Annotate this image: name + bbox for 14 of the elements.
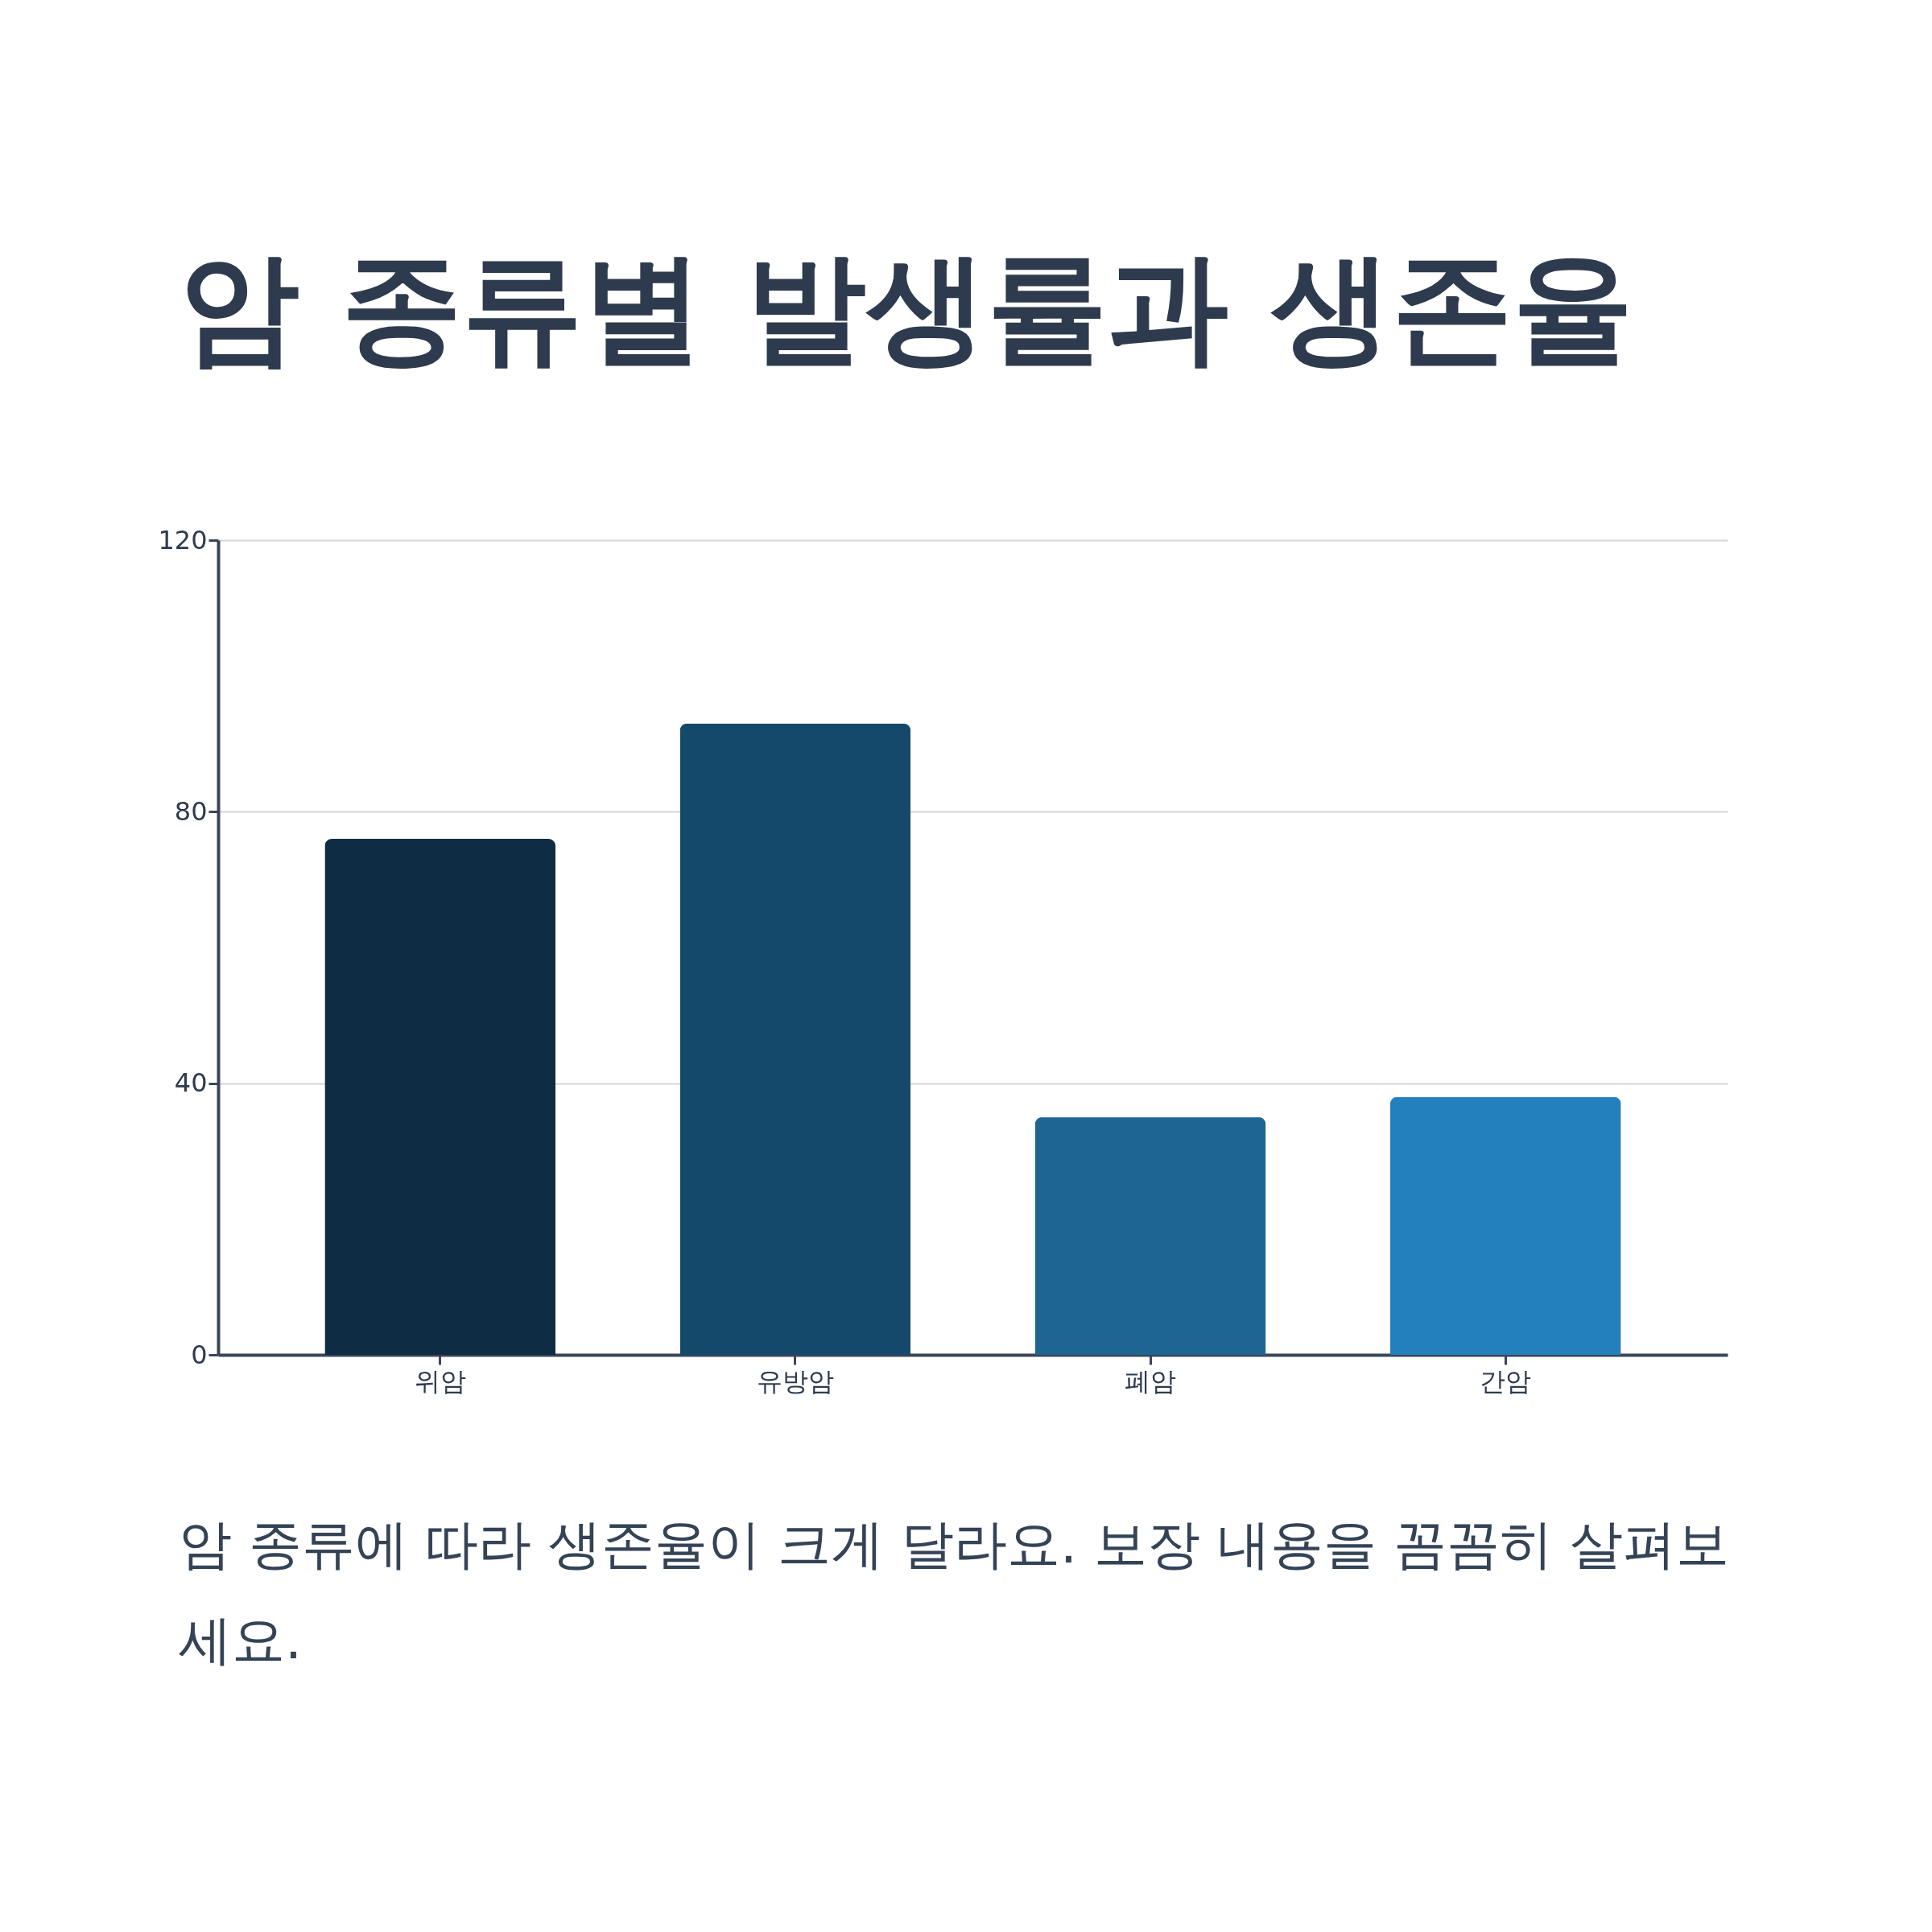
y-tick-label: 0 (191, 1339, 208, 1370)
y-tick-label: 80 (174, 795, 208, 827)
bar (1034, 1117, 1266, 1355)
y-tick-label: 40 (174, 1067, 208, 1099)
bar (1389, 1096, 1621, 1355)
chart-title: 암 종류별 발생률과 생존율 (179, 237, 1633, 378)
x-tick-label: 유방암 (756, 1365, 834, 1397)
y-tick-label: 120 (158, 524, 208, 555)
text: 암 종류에 따라 생존율이 크게 달라요. 보장 내용을 꼼꼼히 살펴보세요. (179, 1513, 1730, 1673)
x-tick-label: 폐암 (1125, 1365, 1177, 1397)
x-tick-label: 위암 (414, 1365, 466, 1397)
bar (679, 723, 911, 1355)
bar (324, 839, 556, 1355)
x-tick-label: 간암 (1480, 1365, 1532, 1397)
